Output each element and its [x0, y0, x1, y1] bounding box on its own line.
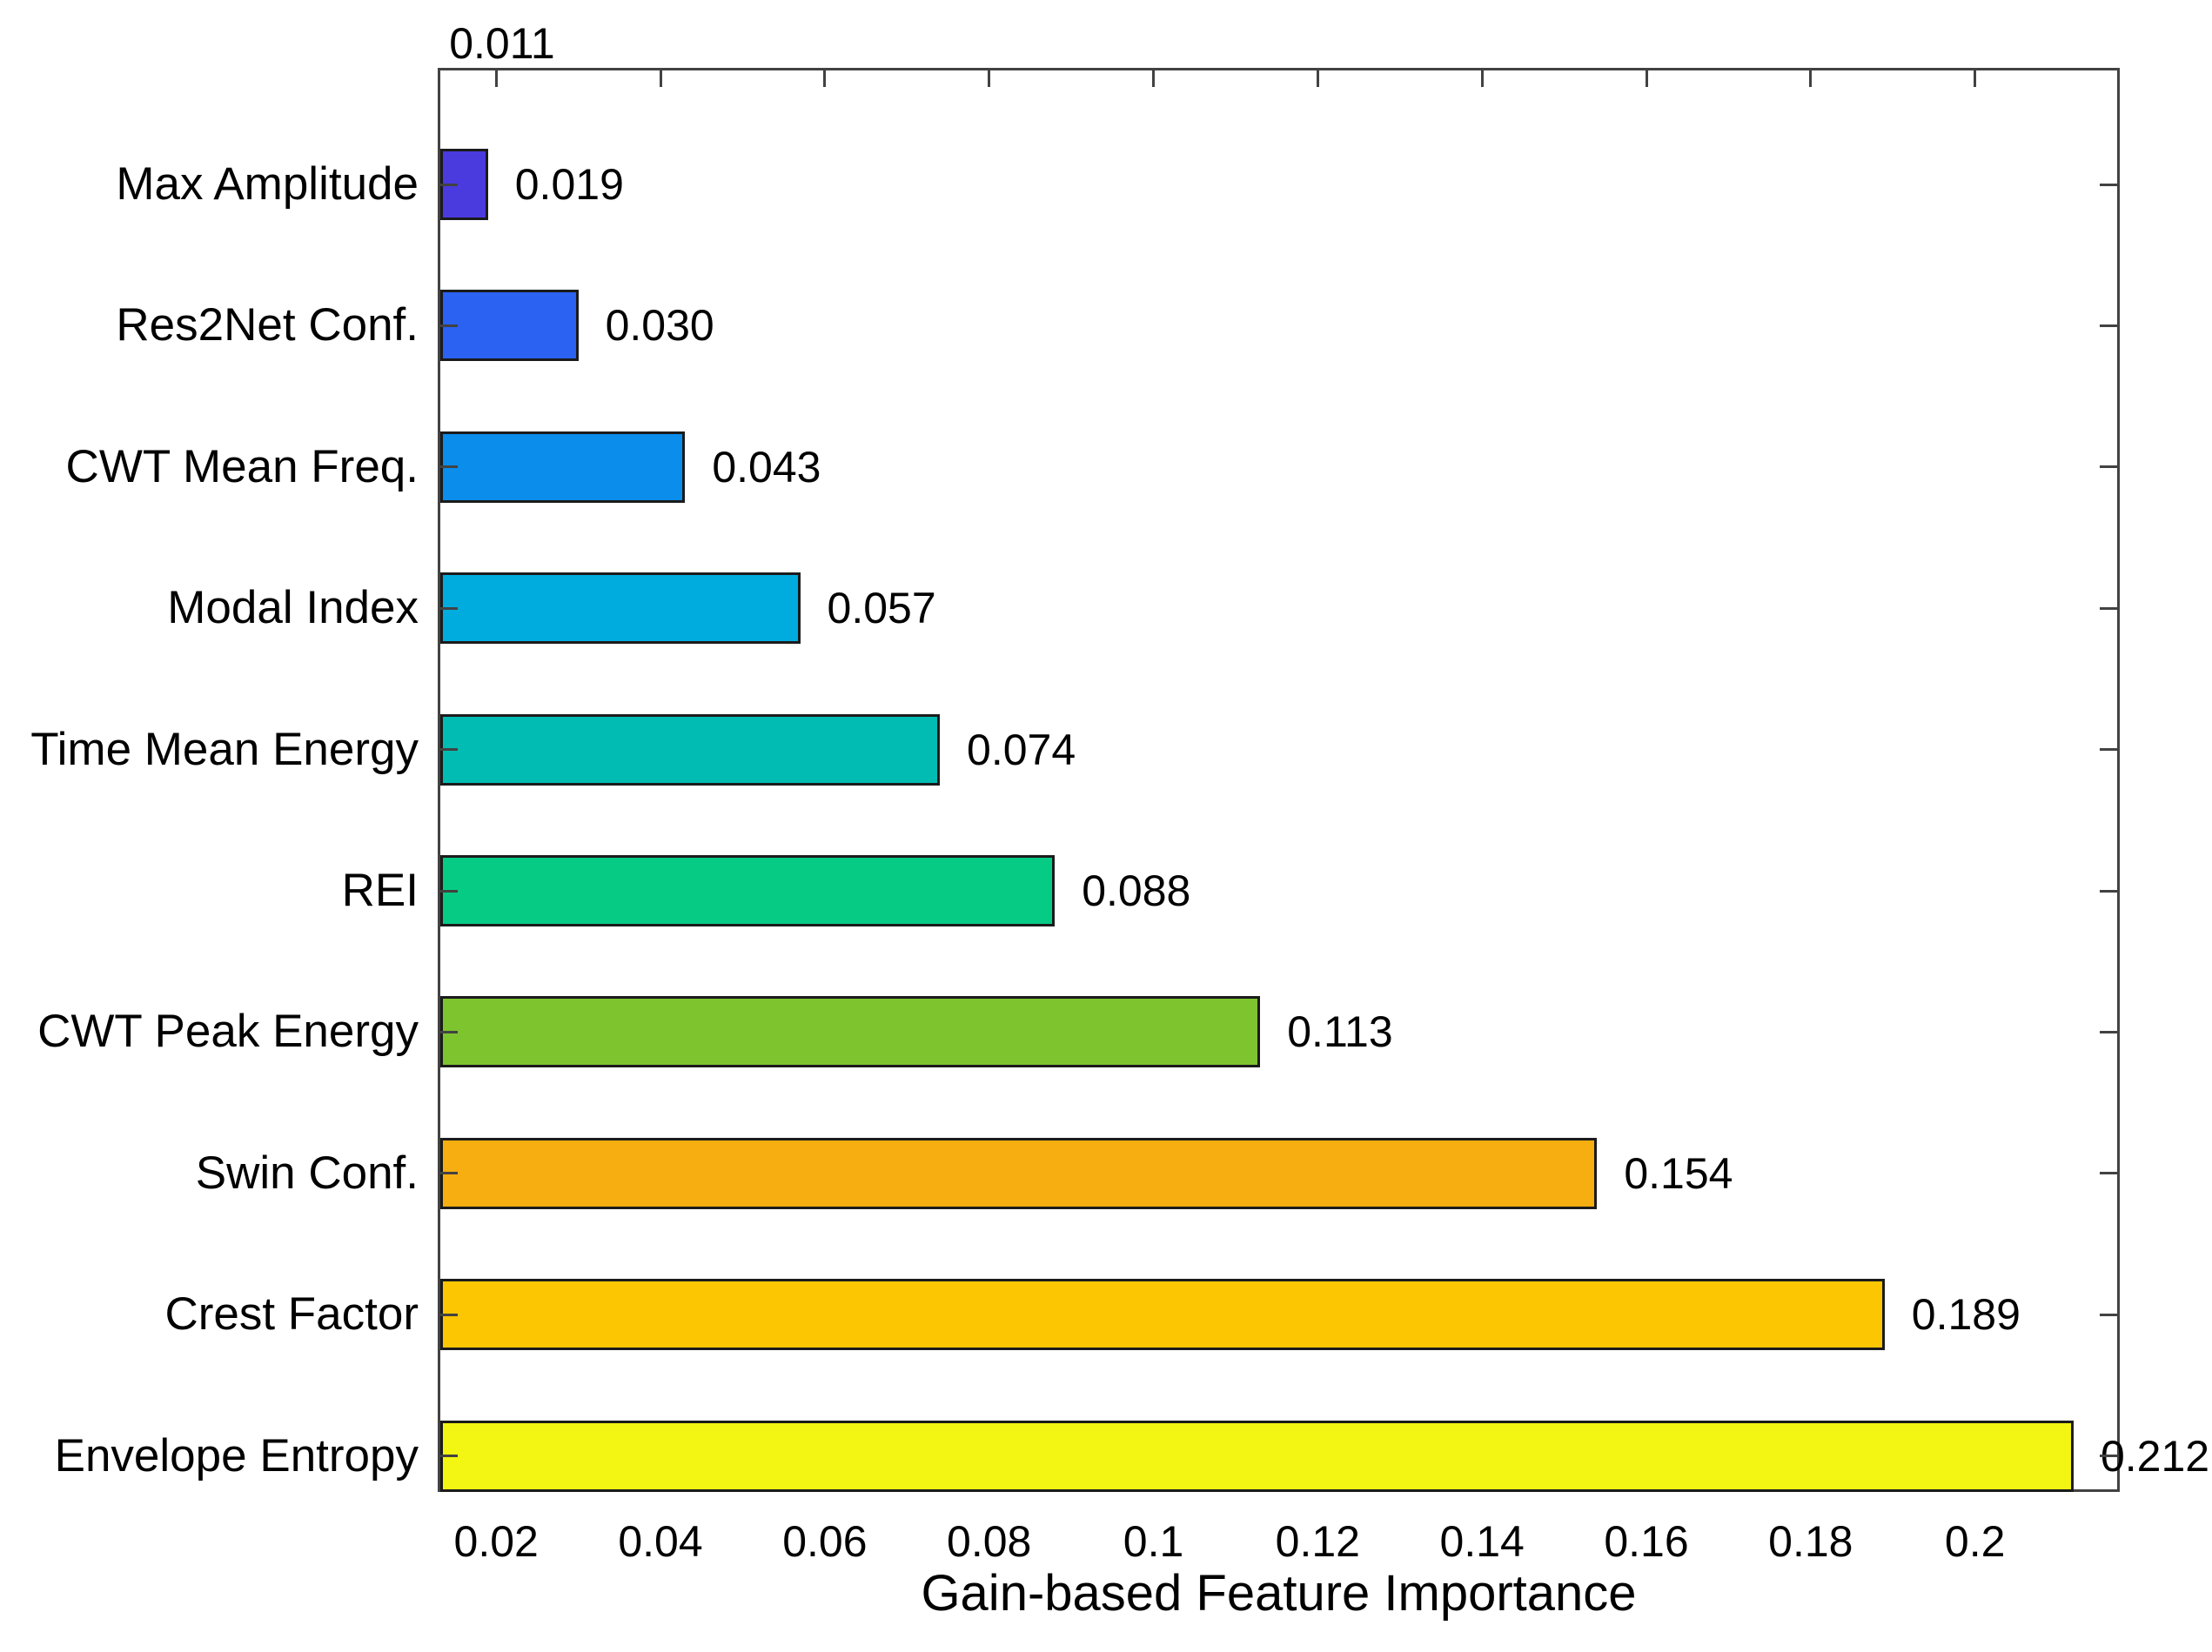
x-tick-top — [823, 70, 827, 87]
bar — [440, 855, 1056, 926]
y-tick-right — [2100, 1030, 2117, 1033]
x-tick-top — [1809, 70, 1813, 87]
x-tick-label: 0.16 — [1604, 1517, 1689, 1566]
x-tick-label: 0.06 — [782, 1517, 868, 1566]
value-label: 0.057 — [827, 584, 936, 633]
y-tick-right — [2100, 1313, 2117, 1316]
value-label: 0.189 — [1911, 1290, 2021, 1340]
y-tick-right — [2100, 324, 2117, 327]
x-tick-label: 0.1 — [1123, 1517, 1184, 1566]
x-tick-label: 0.14 — [1439, 1517, 1525, 1566]
y-tick-left — [440, 748, 458, 752]
category-label: CWT Peak Energy — [37, 1006, 419, 1058]
y-tick-left — [440, 1455, 458, 1458]
bar — [440, 431, 686, 503]
value-label: 0.212 — [2100, 1431, 2210, 1481]
category-label: Swin Conf. — [195, 1147, 419, 1199]
category-label: Modal Index — [167, 582, 419, 634]
bar — [440, 290, 579, 362]
x-tick-label: 0.18 — [1768, 1517, 1853, 1566]
y-tick-right — [2100, 465, 2117, 469]
x-axis-label: Gain-based Feature Importance — [921, 1565, 1637, 1622]
bar — [440, 1420, 2074, 1492]
value-label: 0.088 — [1082, 866, 1191, 915]
category-label: CWT Mean Freq. — [65, 440, 419, 492]
x-tick-label: 0.04 — [618, 1517, 703, 1566]
y-tick-left — [440, 1313, 458, 1316]
category-label: Crest Factor — [164, 1288, 419, 1341]
x-tick-top — [1645, 70, 1648, 87]
bar — [440, 1137, 1598, 1209]
value-label: 0.043 — [712, 442, 821, 492]
y-tick-right — [2100, 606, 2117, 610]
x-tick-top — [1152, 70, 1156, 87]
y-tick-right — [2100, 1455, 2117, 1458]
y-tick-left — [440, 183, 458, 186]
x-tick-label: 0.2 — [1944, 1517, 2006, 1566]
category-label: REI — [341, 865, 419, 916]
value-label: 0.030 — [605, 301, 714, 351]
y-tick-left — [440, 465, 458, 469]
x-tick-top — [494, 70, 498, 87]
y-tick-left — [440, 889, 458, 893]
y-tick-right — [2100, 183, 2117, 186]
category-label: Max Amplitude — [116, 158, 419, 210]
y-tick-right — [2100, 748, 2117, 752]
x-tick-top — [1974, 70, 1977, 87]
x-tick-label: 0.12 — [1275, 1517, 1361, 1566]
y-tick-left — [440, 606, 458, 610]
category-label: Envelope Entropy — [54, 1429, 419, 1481]
value-label: 0.113 — [1287, 1007, 1393, 1057]
x-tick-top — [1480, 70, 1484, 87]
offscreen-value-label: 0.011 — [449, 18, 555, 68]
x-tick-top — [988, 70, 991, 87]
bar — [440, 713, 941, 786]
y-tick-left — [440, 1172, 458, 1175]
x-tick-label: 0.08 — [947, 1517, 1032, 1566]
value-label: 0.074 — [967, 725, 1076, 774]
x-tick-top — [1316, 70, 1319, 87]
bar — [440, 1279, 1885, 1351]
y-tick-left — [440, 324, 458, 327]
category-label: Time Mean Energy — [30, 723, 419, 775]
y-tick-right — [2100, 889, 2117, 893]
bar — [440, 572, 801, 645]
x-tick-label: 0.02 — [453, 1517, 539, 1566]
value-label: 0.154 — [1624, 1148, 1733, 1198]
bar — [440, 996, 1261, 1068]
y-tick-left — [440, 1030, 458, 1033]
y-tick-right — [2100, 1172, 2117, 1175]
category-label: Res2Net Conf. — [116, 299, 419, 351]
value-label: 0.019 — [514, 160, 624, 209]
x-tick-top — [659, 70, 662, 87]
